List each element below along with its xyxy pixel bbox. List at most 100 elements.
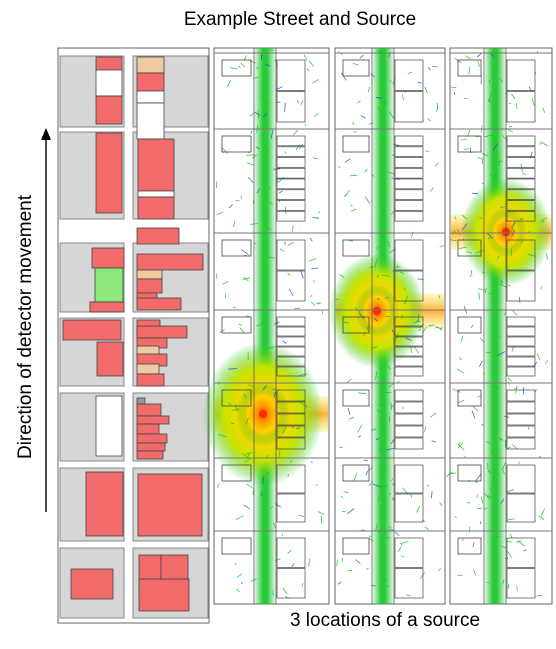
- scatter-track: [373, 317, 378, 322]
- scatter-track: [278, 190, 283, 194]
- scatter-track: [475, 481, 478, 483]
- scatter-track: [468, 66, 471, 75]
- scatter-track: [458, 444, 465, 451]
- building-outline: [394, 91, 424, 123]
- scatter-track: [378, 496, 380, 503]
- scatter-track: [296, 99, 300, 104]
- plume-panel-3: [445, 47, 553, 605]
- building-outline: [394, 135, 424, 147]
- scatter-track: [382, 101, 388, 106]
- scatter-track: [357, 100, 361, 104]
- scatter-track: [536, 594, 543, 597]
- scatter-track: [374, 427, 377, 431]
- scatter-track: [527, 253, 536, 257]
- scatter-track: [472, 542, 475, 548]
- building-21: [62, 319, 122, 341]
- scatter-track: [308, 558, 310, 567]
- scatter-track: [264, 535, 268, 539]
- scatter-track: [279, 248, 285, 252]
- building-18: [136, 278, 163, 294]
- scatter-tracks: [335, 49, 445, 602]
- building-outline: [506, 189, 536, 200]
- scatter-track: [365, 567, 369, 570]
- scatter-track: [284, 151, 287, 154]
- building-10: [137, 190, 175, 198]
- scatter-track: [378, 404, 386, 407]
- building-38: [85, 471, 124, 537]
- scatter-track: [453, 91, 456, 96]
- scatter-track: [265, 484, 267, 488]
- building-outline: [221, 464, 252, 482]
- scatter-track: [488, 101, 493, 104]
- scatter-track: [388, 528, 395, 531]
- building-9: [137, 138, 175, 192]
- scatter-track: [515, 102, 518, 109]
- scatter-track: [310, 301, 316, 306]
- scatter-track: [473, 569, 477, 576]
- building-outline: [276, 346, 306, 357]
- building-outline: [506, 346, 536, 357]
- scatter-track: [400, 555, 405, 558]
- scatter-track: [245, 417, 249, 425]
- building-outline: [506, 366, 536, 377]
- scatter-track: [254, 242, 257, 245]
- building-outline: [506, 91, 536, 123]
- scatter-track: [291, 563, 295, 567]
- building-outline: [506, 437, 536, 450]
- scatter-track: [256, 188, 261, 194]
- building-outline: [457, 464, 482, 482]
- building-outline: [506, 326, 536, 337]
- scatter-track: [321, 311, 324, 314]
- scatter-track: [249, 112, 255, 117]
- scatter-track: [292, 224, 294, 232]
- scatter-track: [375, 97, 382, 99]
- scatter-track: [457, 229, 461, 236]
- building-outline: [394, 493, 424, 523]
- scatter-track: [477, 61, 481, 68]
- scatter-track: [242, 277, 251, 280]
- scatter-track: [511, 444, 518, 450]
- scatter-track: [270, 129, 274, 139]
- plume-panels: [203, 47, 553, 605]
- scatter-track: [388, 80, 392, 83]
- scatter-track: [490, 450, 497, 458]
- scatter-track: [247, 162, 254, 166]
- scatter-track: [287, 241, 295, 247]
- scatter-track: [343, 491, 349, 494]
- scatter-track: [292, 130, 298, 136]
- building-outline: [457, 389, 482, 407]
- scatter-track: [260, 492, 262, 496]
- scatter-track: [475, 473, 482, 482]
- building-outline: [394, 200, 424, 211]
- scatter-track: [500, 498, 505, 504]
- scatter-track: [298, 514, 305, 517]
- scatter-track: [349, 174, 357, 177]
- building-outline: [394, 437, 424, 450]
- scatter-tracks: [445, 50, 549, 597]
- scatter-track: [346, 189, 351, 196]
- scatter-track: [244, 458, 251, 463]
- figure-title: Example Street and Source: [183, 9, 417, 30]
- building-2: [95, 69, 123, 97]
- axis-label-direction: Direction of detector movement: [15, 194, 36, 460]
- building-32: [136, 403, 162, 417]
- scatter-track: [265, 64, 271, 67]
- scatter-track: [217, 483, 220, 489]
- building-outline: [506, 135, 536, 147]
- scatter-track: [368, 535, 372, 538]
- street-map-panel: [57, 47, 210, 624]
- building-outline: [394, 537, 424, 568]
- building-outline: [276, 270, 306, 302]
- building-outline: [394, 413, 424, 426]
- scatter-track: [489, 52, 495, 58]
- scatter-track: [391, 478, 393, 482]
- scatter-track: [484, 287, 487, 294]
- scatter-track: [381, 274, 390, 277]
- building-outline: [276, 464, 306, 494]
- scatter-track: [478, 292, 480, 300]
- building-7: [136, 102, 165, 140]
- building-outline: [506, 200, 536, 211]
- scatter-track: [376, 274, 380, 278]
- scatter-track: [388, 382, 395, 388]
- scatter-track: [253, 111, 261, 116]
